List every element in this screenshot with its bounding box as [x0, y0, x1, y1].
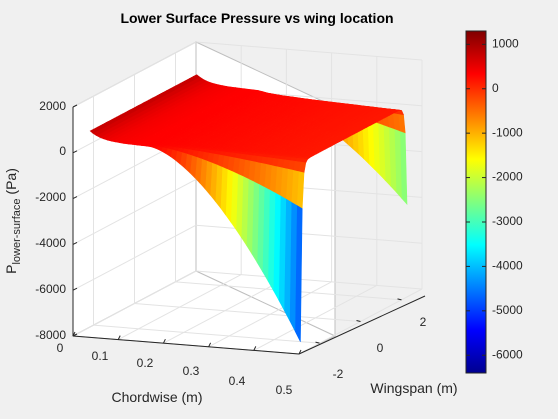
z-tick-label: 0 — [59, 144, 66, 158]
grid-line — [134, 303, 361, 322]
tick-mark — [208, 342, 212, 348]
tick-mark — [253, 346, 257, 351]
x-tick-label: 0.5 — [276, 383, 293, 397]
x-tick-label: 0.2 — [137, 356, 154, 370]
grid-line — [195, 224, 423, 244]
colorbar-tick-label: -4000 — [492, 259, 523, 273]
x-tick-label: 0.4 — [229, 374, 246, 388]
y-tick-label: -2 — [333, 367, 344, 381]
x-axis-label: Chordwise (m) — [111, 389, 202, 405]
tick-mark — [356, 320, 361, 322]
x-tick-label: 0.3 — [183, 364, 200, 378]
tick-mark — [72, 331, 76, 337]
grid-line — [93, 324, 320, 344]
colorbar-tick-label: -1000 — [492, 125, 523, 139]
z-axis-label-main: P — [3, 265, 19, 274]
colorbar-tick-label: -2000 — [492, 170, 523, 184]
z-tick-label: 2000 — [39, 99, 66, 113]
x-tick-label: 0.1 — [92, 349, 109, 363]
tick-mark — [72, 241, 78, 245]
z-tick-label: -6000 — [35, 282, 66, 296]
colorbar-tick-label: -3000 — [492, 214, 523, 228]
z-tick-label: -4000 — [35, 236, 66, 250]
grid-line — [195, 270, 423, 290]
tick-mark — [72, 196, 78, 200]
colorbar-gradient — [465, 30, 487, 374]
colorbar-tick-label: 1000 — [492, 36, 519, 50]
surface-patch — [89, 129, 96, 134]
colorbar-tick-label: -5000 — [492, 303, 523, 317]
z-axis-label-unit: (Pa) — [3, 168, 19, 198]
tick-mark — [397, 298, 402, 301]
tick-mark — [72, 287, 78, 291]
grid-line — [195, 41, 423, 61]
pressure-surface — [89, 74, 408, 342]
y-axis-line — [298, 295, 426, 355]
tick-mark — [298, 349, 302, 355]
tick-mark — [72, 104, 78, 108]
y-axis-label: Wingspan (m) — [370, 380, 457, 396]
y-tick-label: 2 — [420, 315, 427, 329]
tick-mark — [315, 341, 320, 344]
colorbar-ticks: 1000 0 -1000 -2000 -3000 -4000 -5000 -6000 — [466, 36, 523, 361]
x-tick-label: 0 — [57, 341, 64, 355]
axis-ticks: -8000 -6000 -4000 -2000 0 2000 0 0.1 0.2… — [35, 99, 426, 397]
x-axis-line — [72, 335, 300, 355]
z-axis-label-subscript: lower-surface — [11, 198, 23, 264]
z-tick-label: -2000 — [35, 190, 66, 204]
tick-mark — [117, 335, 121, 340]
colorbar-tick-label: -6000 — [492, 347, 523, 361]
colorbar: 1000 0 -1000 -2000 -3000 -4000 -5000 -6000 — [465, 30, 523, 374]
tick-mark — [72, 150, 78, 154]
colorbar-tick-label: 0 — [492, 81, 499, 95]
y-tick-label: 0 — [377, 341, 384, 355]
z-tick-label: -8000 — [35, 328, 66, 342]
tick-mark — [162, 338, 166, 344]
z-axis-label: Plower-surface (Pa) — [3, 168, 23, 274]
chart-title: Lower Surface Pressure vs wing location — [120, 10, 393, 26]
